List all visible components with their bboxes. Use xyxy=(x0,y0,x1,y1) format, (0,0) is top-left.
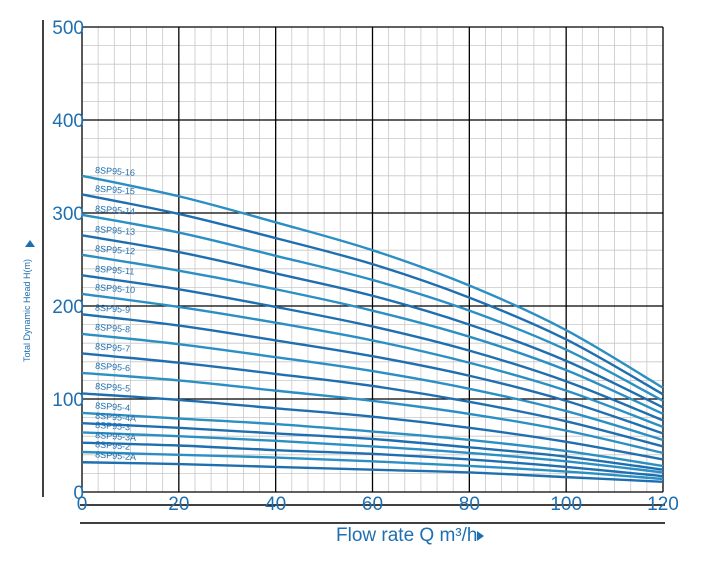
x-tick-label: 80 xyxy=(459,494,480,515)
curve-label: 8SP95-10 xyxy=(95,282,136,295)
curve xyxy=(81,411,664,468)
curve xyxy=(81,450,664,481)
y-tick-label: 500 xyxy=(52,18,84,39)
curve-label: 8SP95-7 xyxy=(95,341,131,353)
curve-label: 8SP95-2 xyxy=(95,439,131,451)
curve xyxy=(81,352,664,448)
curve-label: 8SP95-15 xyxy=(95,184,136,197)
x-tick-label: 60 xyxy=(362,494,383,515)
curve-label: 8SP95-12 xyxy=(95,244,136,257)
y-tick-label: 0 xyxy=(73,483,84,504)
x-tick-label: 120 xyxy=(647,494,679,515)
curve xyxy=(81,213,664,402)
curve-label: 8SP95-3 xyxy=(95,420,131,432)
x-tick-label: 100 xyxy=(550,494,582,515)
curve-label: 8SP95-2A xyxy=(95,449,137,462)
y-tick-label: 100 xyxy=(52,390,84,411)
curve-label: 8SP95-4A xyxy=(95,411,137,424)
x-axis-label: Flow rate Q m³/h xyxy=(336,525,477,546)
curve xyxy=(81,292,664,429)
curve-label: 8SP95-9 xyxy=(95,303,131,315)
curve-label: 8SP95-8 xyxy=(95,322,131,334)
curve-label: 8SP95-5 xyxy=(95,381,131,393)
curve-label: 8SP95-4 xyxy=(95,401,131,413)
grid xyxy=(81,26,664,493)
curve xyxy=(81,274,664,422)
curve xyxy=(81,441,664,478)
x-tick-label: 0 xyxy=(77,494,88,515)
y-axis-label: Total Dynamic Head H(m) xyxy=(22,259,32,362)
x-tick-label: 40 xyxy=(265,494,286,515)
curve-label: 8SP95-16 xyxy=(95,165,136,178)
curve xyxy=(81,392,664,461)
curve-label: 8SP95-13 xyxy=(95,224,136,237)
curve xyxy=(81,421,664,471)
curve xyxy=(81,234,664,409)
curve xyxy=(81,313,664,435)
y-tick-label: 400 xyxy=(52,111,84,132)
curve-label: 8SP95-11 xyxy=(95,264,135,277)
x-arrow xyxy=(477,531,484,541)
curve-label: 8SP95-14 xyxy=(95,204,136,217)
curve xyxy=(81,461,664,483)
y-tick-label: 200 xyxy=(52,297,84,318)
x-tick-label: 20 xyxy=(168,494,189,515)
curve xyxy=(81,193,664,396)
curve xyxy=(81,371,664,455)
curve-label: 8SP95-6 xyxy=(95,361,131,373)
y-arrow xyxy=(25,240,35,247)
curve xyxy=(81,174,664,389)
curve xyxy=(81,253,664,415)
curve xyxy=(81,332,664,442)
curve-label: 8SP95-3A xyxy=(95,430,137,443)
curve xyxy=(81,431,664,474)
y-tick-label: 300 xyxy=(52,204,84,225)
